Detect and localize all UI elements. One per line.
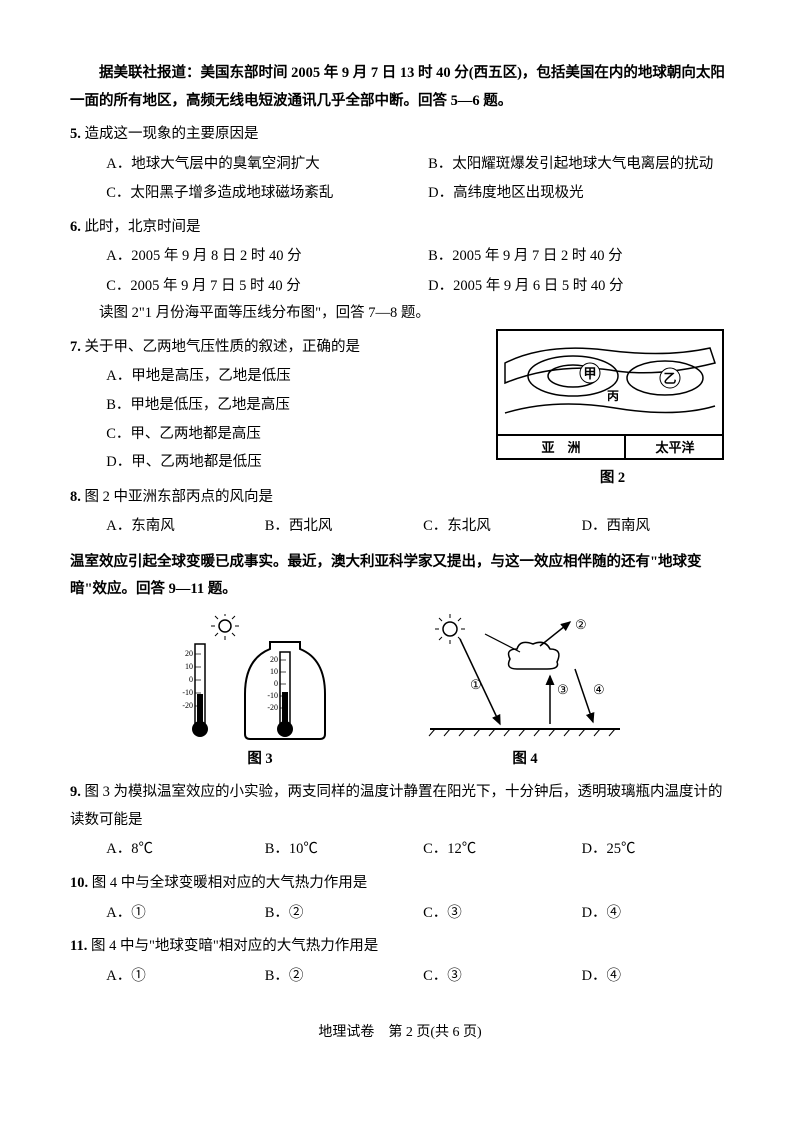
q7-opt-c: C．甲、乙两地都是高压 [106,421,485,449]
q8-stem: 图 2 中亚洲东部丙点的风向是 [85,489,274,505]
q9-opt-a: A．8℃ [106,836,254,864]
q9: 9. 图 3 为模拟温室效应的小实验，两支同样的温度计静置在阳光下，十分钟后，透… [70,779,730,834]
q11-opt-c: C．③ [423,963,571,991]
q9-opt-d: D．25℃ [582,836,730,864]
svg-text:丙: 丙 [607,389,619,403]
q11-opt-a: A．① [106,963,254,991]
q6: 6. 此时，北京时间是 [70,214,730,242]
q6-opt-a: A．2005 年 9 月 8 日 2 时 40 分 [106,243,408,271]
q5-options: A．地球大气层中的臭氧空洞扩大 B．太阳耀斑爆发引起地球大气电离层的扰动 C．太… [106,151,730,208]
q10-options: A．① B．② C．③ D．④ [106,900,730,928]
q11: 11. 图 4 中与"地球变暗"相对应的大气热力作用是 [70,933,730,961]
q6-opt-d: D．2005 年 9 月 6 日 5 时 40 分 [428,273,730,301]
fig4-caption: 图 4 [425,746,625,774]
q10-num: 10. [70,875,88,891]
figure-4: ① ② ③ ④ 图 4 [425,614,625,774]
figure-3: 20 10 0 -10 -20 20 10 0 -10 -20 [175,614,345,774]
svg-text:甲: 甲 [583,366,596,381]
svg-text:乙: 乙 [663,371,676,386]
q11-opt-d: D．④ [582,963,730,991]
q9-stem: 图 3 为模拟温室效应的小实验，两支同样的温度计静置在阳光下，十分钟后，透明玻璃… [70,784,723,828]
q9-opt-c: C．12℃ [423,836,571,864]
intro-q7-8: 读图 2"1 月份海平面等压线分布图"，回答 7—8 题。 [70,300,730,328]
q6-stem: 此时，北京时间是 [85,219,201,235]
q10-opt-d: D．④ [582,900,730,928]
q9-options: A．8℃ B．10℃ C．12℃ D．25℃ [106,836,730,864]
fig3-caption: 图 3 [175,746,345,774]
svg-text:0: 0 [189,675,193,684]
q7-stem: 关于甲、乙两地气压性质的叙述，正确的是 [85,339,361,355]
svg-text:0: 0 [274,679,278,688]
svg-text:-10: -10 [182,688,193,697]
svg-text:-20: -20 [267,703,278,712]
q8-opt-d: D．西南风 [582,513,730,541]
svg-text:20: 20 [270,655,278,664]
svg-text:10: 10 [185,662,193,671]
q5-opt-c: C．太阳黑子增多造成地球磁场紊乱 [106,180,408,208]
q11-num: 11. [70,938,87,954]
q10: 10. 图 4 中与全球变暖相对应的大气热力作用是 [70,870,730,898]
intro-q9-11: 温室效应引起全球变暖已成事实。最近，澳大利亚科学家又提出，与这一效应相伴随的还有… [70,549,730,604]
figure-2: 甲 乙 丙 亚 洲 太平洋 图 2 [495,328,730,493]
q7-opt-b: B．甲地是低压，乙地是高压 [106,392,485,420]
svg-text:太平洋: 太平洋 [654,440,694,455]
q8-opt-c: C．东北风 [423,513,571,541]
svg-text:①: ① [470,677,482,692]
q7-opt-d: D．甲、乙两地都是低压 [106,449,485,477]
q5-opt-a: A．地球大气层中的臭氧空洞扩大 [106,151,408,179]
intro-q5-6: 据美联社报道：美国东部时间 2005 年 9 月 7 日 13 时 40 分(西… [70,60,730,115]
svg-text:20: 20 [185,649,193,658]
q8-options: A．东南风 B．西北风 C．东北风 D．西南风 [106,513,730,541]
svg-text:10: 10 [270,667,278,676]
q6-options: A．2005 年 9 月 8 日 2 时 40 分 B．2005 年 9 月 7… [106,243,730,300]
svg-text:④: ④ [593,682,605,697]
q7: 7. 关于甲、乙两地气压性质的叙述，正确的是 [70,334,485,362]
svg-text:-10: -10 [267,691,278,700]
q6-opt-c: C．2005 年 9 月 7 日 5 时 40 分 [106,273,408,301]
q5-opt-d: D．高纬度地区出现极光 [428,180,730,208]
q7-opt-a: A．甲地是高压，乙地是低压 [106,363,485,391]
q5: 5. 造成这一现象的主要原因是 [70,121,730,149]
svg-text:②: ② [575,617,587,632]
q7-options: A．甲地是高压，乙地是低压 B．甲地是低压，乙地是高压 C．甲、乙两地都是高压 … [106,363,485,476]
svg-text:亚 洲: 亚 洲 [541,440,580,455]
q8-opt-b: B．西北风 [265,513,413,541]
q8-opt-a: A．东南风 [106,513,254,541]
q10-stem: 图 4 中与全球变暖相对应的大气热力作用是 [92,875,368,891]
fig2-caption: 图 2 [495,465,730,493]
q8-num: 8. [70,489,81,505]
q11-opt-b: B．② [265,963,413,991]
q7-num: 7. [70,339,81,355]
q10-opt-b: B．② [265,900,413,928]
svg-text:③: ③ [557,682,569,697]
q9-opt-b: B．10℃ [265,836,413,864]
q11-stem: 图 4 中与"地球变暗"相对应的大气热力作用是 [91,938,378,954]
q5-stem: 造成这一现象的主要原因是 [85,126,259,142]
q9-num: 9. [70,784,81,800]
q8: 8. 图 2 中亚洲东部丙点的风向是 [70,484,485,512]
q10-opt-c: C．③ [423,900,571,928]
q5-opt-b: B．太阳耀斑爆发引起地球大气电离层的扰动 [428,151,730,179]
q6-opt-b: B．2005 年 9 月 7 日 2 时 40 分 [428,243,730,271]
q5-num: 5. [70,126,81,142]
q10-opt-a: A．① [106,900,254,928]
q11-options: A．① B．② C．③ D．④ [106,963,730,991]
q6-num: 6. [70,219,81,235]
page-footer: 地理试卷 第 2 页(共 6 页) [70,1020,730,1047]
svg-text:-20: -20 [182,701,193,710]
